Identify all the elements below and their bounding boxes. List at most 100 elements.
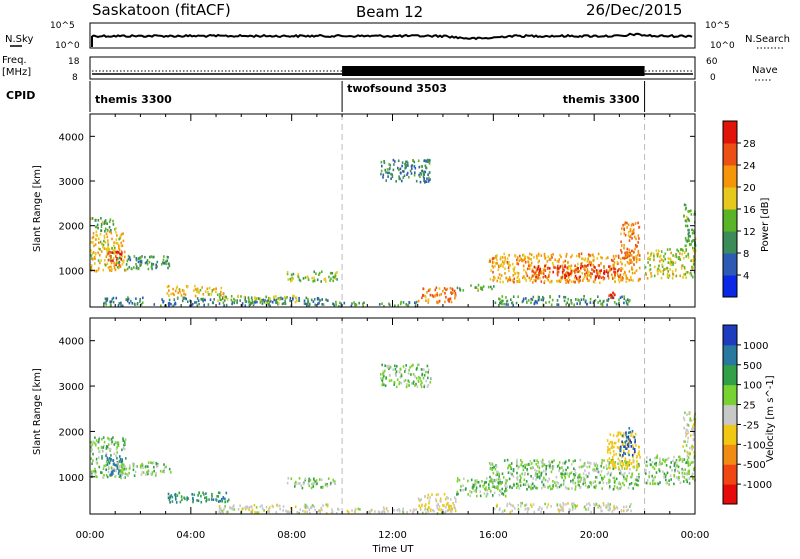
scatter-cell	[211, 492, 213, 496]
scatter-cell	[422, 294, 425, 297]
scatter-cell	[548, 267, 551, 270]
scatter-cell	[286, 481, 289, 485]
scatter-cell	[196, 297, 199, 300]
scatter-cell	[323, 278, 326, 281]
scatter-cell	[547, 255, 550, 258]
scatter-cell	[279, 296, 282, 300]
scatter-cell	[634, 440, 636, 444]
scatter-cell	[677, 469, 679, 473]
scatter-cell	[567, 297, 569, 301]
scatter-cell	[501, 481, 503, 484]
scatter-cell	[564, 486, 567, 489]
scatter-cell	[135, 263, 137, 266]
scatter-cell	[610, 471, 613, 475]
scatter-cell	[670, 251, 672, 255]
scatter-cell	[546, 506, 548, 509]
scatter-cell	[109, 302, 112, 306]
scatter-cell	[532, 295, 535, 299]
scatter-cell	[118, 248, 121, 252]
scatter-cell	[128, 471, 130, 475]
scatter-cell	[499, 489, 501, 492]
scatter-cell	[523, 268, 525, 272]
scatter-cell	[629, 299, 631, 302]
scatter-cell	[673, 482, 675, 486]
scatter-cell	[663, 476, 666, 479]
scatter-cell	[106, 463, 109, 466]
scatter-cell	[113, 241, 115, 244]
scatter-cell	[559, 253, 561, 257]
scatter-cell	[406, 171, 409, 175]
scatter-cell	[517, 256, 519, 259]
scatter-cell	[619, 260, 622, 264]
scatter-cell	[614, 441, 617, 445]
scatter-cell	[198, 302, 200, 306]
scatter-cell	[523, 275, 525, 278]
scatter-cell	[624, 254, 627, 257]
scatter-cell	[405, 364, 407, 367]
scatter-cell	[224, 497, 226, 501]
scatter-cell	[487, 285, 490, 289]
scatter-cell	[513, 266, 516, 269]
colorbar-tick-label: 20	[743, 183, 756, 194]
scatter-cell	[146, 263, 149, 266]
scatter-cell	[326, 483, 328, 486]
scatter-cell	[204, 496, 206, 500]
scatter-cell	[612, 467, 615, 471]
scatter-cell	[612, 434, 615, 437]
scatter-cell	[564, 273, 566, 277]
scatter-cell	[611, 442, 613, 445]
scatter-cell	[374, 510, 376, 513]
scatter-cell	[105, 445, 108, 448]
scatter-cell	[594, 266, 596, 269]
scatter-cell	[108, 247, 111, 251]
scatter-cell	[554, 258, 556, 261]
scatter-cell	[192, 496, 194, 500]
scatter-cell	[447, 501, 449, 505]
scatter-cell	[298, 278, 301, 282]
scatter-cell	[121, 464, 123, 467]
scatter-cell	[362, 305, 364, 308]
scatter-cell	[506, 479, 508, 482]
scatter-cell	[308, 304, 310, 308]
scatter-cell	[173, 298, 176, 301]
scatter-cell	[222, 512, 224, 515]
colorbar-frame	[722, 324, 738, 505]
scatter-cell	[482, 485, 484, 488]
scatter-cell	[442, 509, 444, 512]
scatter-cell	[624, 264, 627, 267]
scatter-cell	[565, 468, 567, 472]
scatter-cell	[479, 494, 482, 498]
scatter-cell	[125, 298, 127, 301]
scatter-cell	[147, 465, 149, 468]
scatter-cell	[692, 275, 694, 279]
scatter-cell	[456, 490, 459, 494]
scatter-cell	[544, 502, 546, 506]
scatter-cell	[526, 507, 529, 510]
scatter-cell	[509, 264, 511, 267]
scatter-cell	[92, 452, 94, 456]
scatter-cell	[116, 461, 118, 465]
scatter-cell	[399, 375, 402, 379]
scatter-cell	[678, 478, 680, 481]
scatter-cell	[529, 279, 532, 282]
scatter-cell	[508, 263, 510, 267]
scatter-cell	[457, 477, 459, 480]
scatter-cell	[106, 297, 109, 301]
scatter-cell	[621, 443, 624, 446]
scatter-cell	[624, 447, 627, 450]
scatter-cell	[565, 252, 568, 256]
scatter-cell	[412, 382, 415, 385]
scatter-cell	[507, 471, 510, 474]
scatter-cell	[683, 472, 686, 475]
scatter-cell	[409, 509, 412, 512]
scatter-cell	[92, 440, 94, 443]
scatter-cell	[690, 419, 693, 422]
scatter-cell	[479, 490, 482, 493]
scatter-cell	[318, 509, 320, 512]
scatter-cell	[231, 300, 234, 304]
scatter-cell	[328, 275, 330, 279]
scatter-cell	[620, 232, 622, 236]
scatter-cell	[418, 173, 420, 177]
scatter-cell	[90, 266, 93, 269]
scatter-cell	[677, 477, 679, 480]
